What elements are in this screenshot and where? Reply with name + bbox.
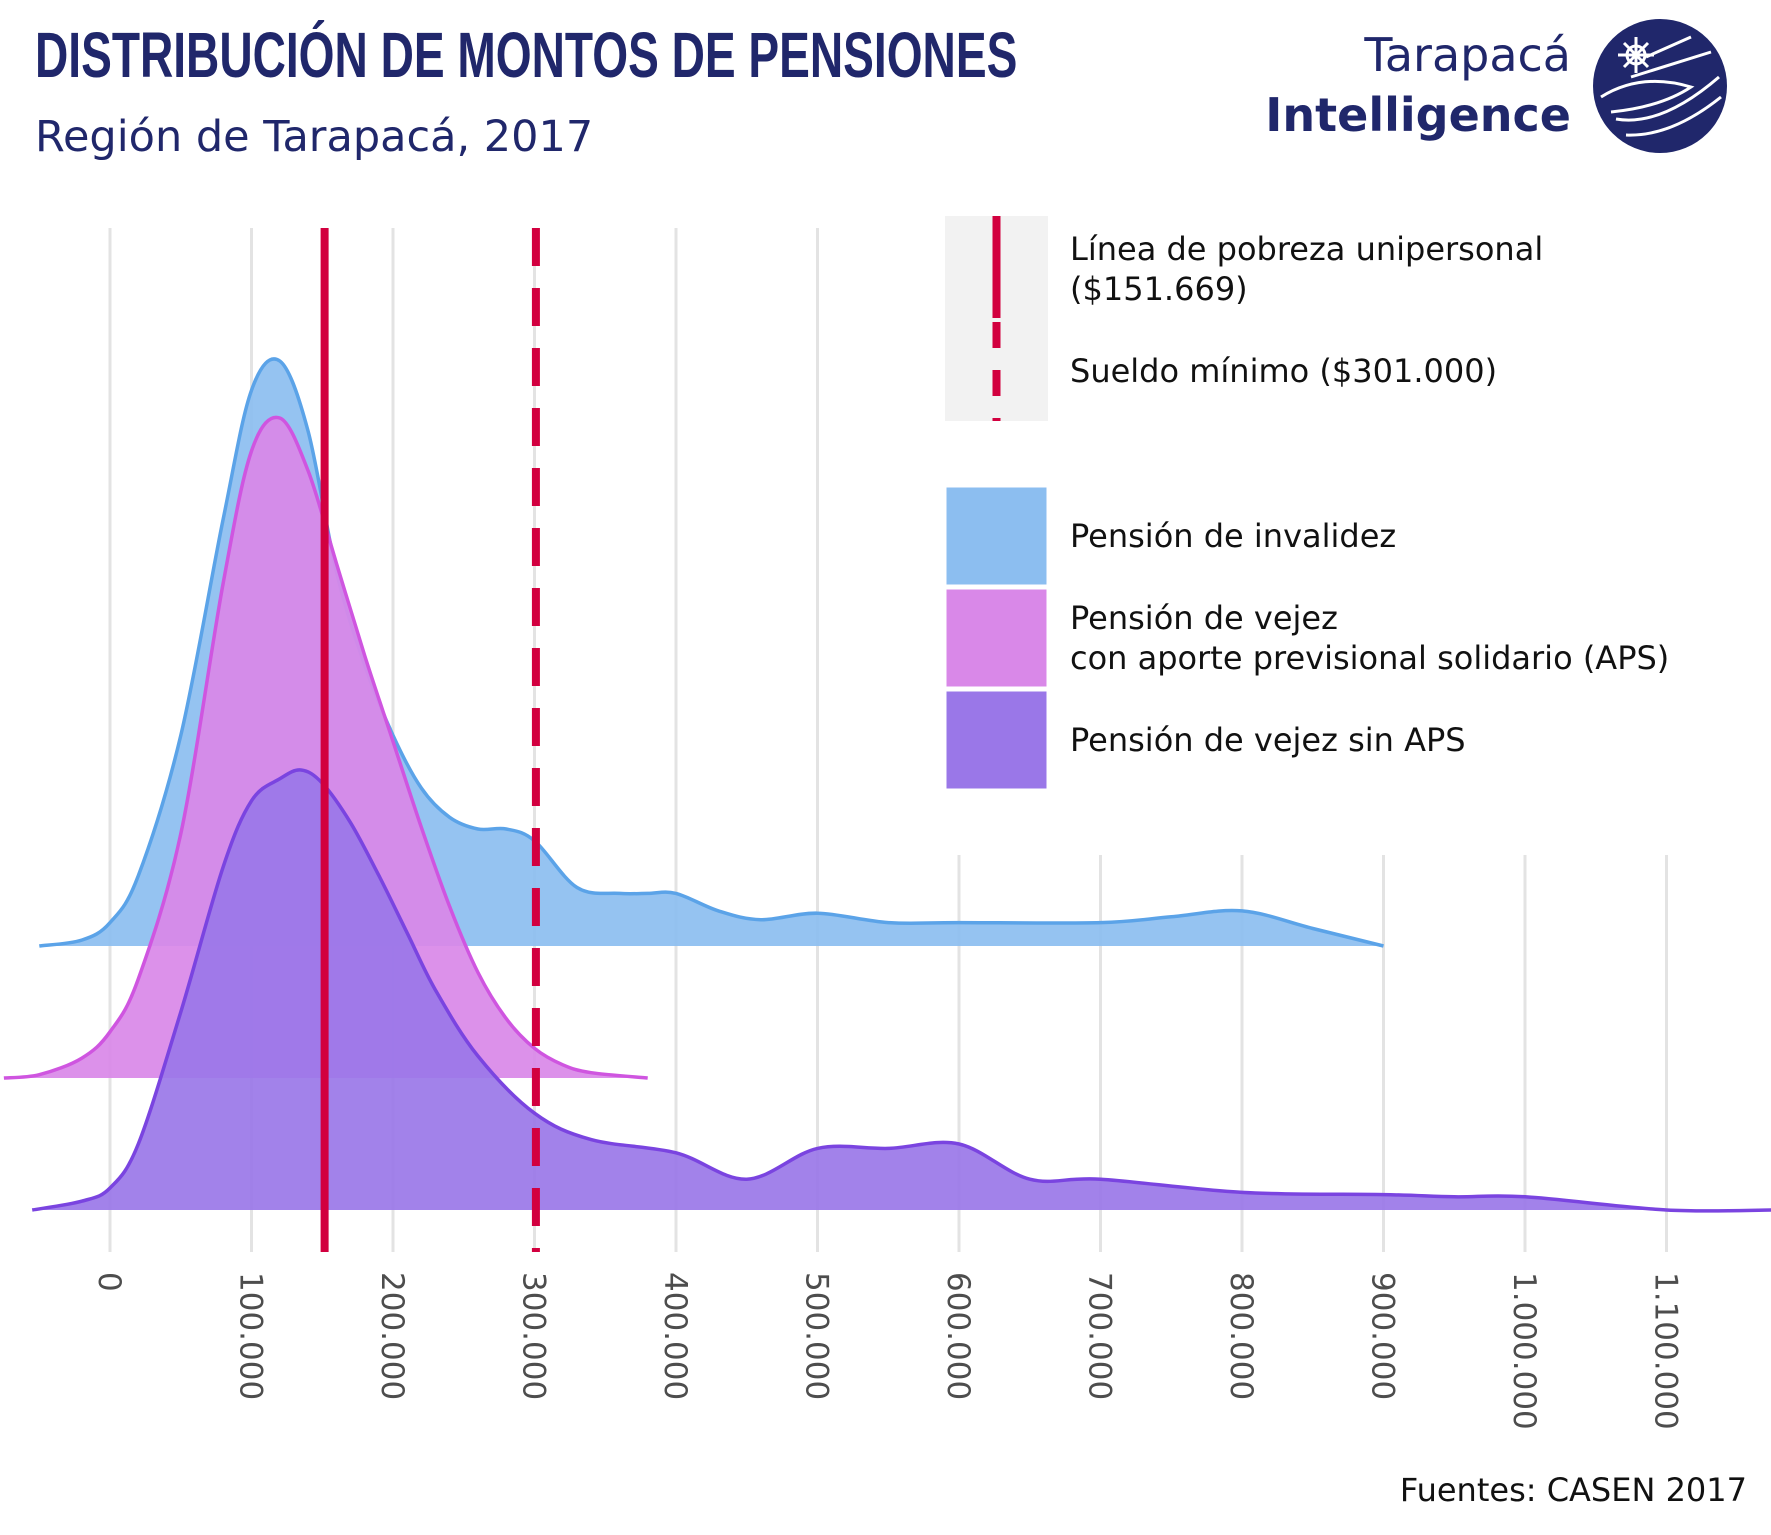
x-tick-label: 900.000: [1365, 1272, 1401, 1400]
x-tick-label: 0: [91, 1272, 127, 1292]
legend-swatch: [943, 586, 1050, 690]
density-area-vejez-sin-aps: [32, 769, 1771, 1211]
legend-series-label: Pensión de vejez sin APS: [1070, 721, 1466, 759]
legend-label-poverty-value: ($151.669): [1070, 270, 1248, 308]
density-line-vejez-sin-aps: [31, 768, 1771, 1213]
x-tick-label: 800.000: [1223, 1272, 1259, 1400]
x-tick-label: 700.000: [1082, 1272, 1118, 1400]
legend-series-label: con aporte previsional solidario (APS): [1070, 639, 1669, 677]
x-tick-label: 600.000: [940, 1272, 976, 1400]
chart-subtitle: Región de Tarapacá, 2017: [35, 112, 594, 162]
tarapaca-intelligence-logo-icon: [1593, 19, 1727, 153]
source-note: Fuentes: CASEN 2017: [1399, 1471, 1747, 1509]
legend-swatch: [943, 688, 1050, 792]
x-tick-label: 400.000: [657, 1272, 693, 1400]
x-tick-label: 1.100.000: [1648, 1272, 1684, 1430]
legend-swatch: [943, 484, 1050, 588]
x-tick-label: 300.000: [516, 1272, 552, 1400]
chart-title: DISTRIBUCIÓN DE MONTOS DE PENSIONES: [35, 19, 1018, 91]
brand-name-line1: Tarapacá: [1364, 28, 1571, 82]
legend-series-label: Pensión de vejez: [1070, 599, 1338, 637]
density-line-invalidez: [39, 357, 1384, 948]
x-tick-label: 1.000.000: [1506, 1272, 1542, 1430]
x-tick-label: 500.000: [799, 1272, 835, 1400]
x-tick-label: 100.000: [233, 1272, 269, 1400]
brand-name-line2: Intelligence: [1265, 88, 1571, 142]
legend-label-minimum-wage: Sueldo mínimo ($301.000): [1070, 352, 1497, 390]
legend-series-label: Pensión de invalidez: [1070, 517, 1396, 555]
x-tick-label: 200.000: [374, 1272, 410, 1400]
legend-label-poverty-line: Línea de pobreza unipersonal: [1070, 230, 1543, 268]
